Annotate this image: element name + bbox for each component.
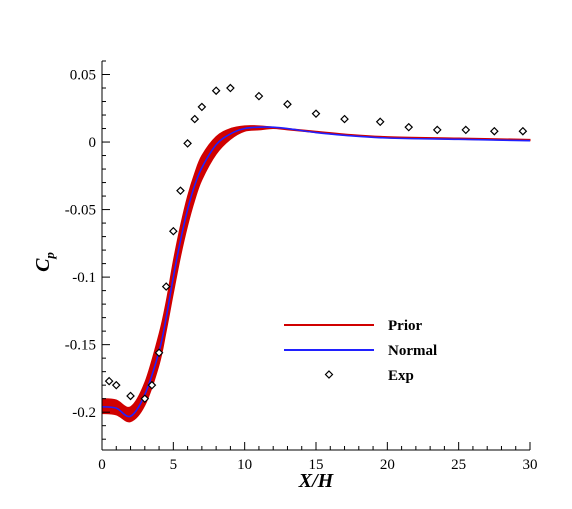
legend-normal-label: Normal (388, 343, 437, 359)
exp-point (147, 380, 157, 390)
legend-prior-label: Prior (388, 318, 422, 334)
exp-point (183, 139, 192, 148)
exp-point (168, 226, 178, 236)
exp-point (461, 125, 471, 135)
exp-point (404, 122, 414, 132)
x-tick-label: 15 (309, 457, 324, 473)
exp-point (340, 114, 349, 124)
exp-point (154, 348, 164, 358)
y-axis-title-main: C (32, 258, 54, 272)
exp-point (432, 125, 442, 135)
y-tick-label: -0.05 (65, 203, 96, 219)
legend-exp-label: Exp (388, 368, 414, 384)
exp-point (197, 102, 207, 112)
y-axis-title-sub: p (42, 252, 57, 260)
x-axis-title: X/H (298, 470, 335, 492)
y-tick-label: 0 (89, 135, 97, 151)
exp-point (211, 86, 221, 96)
legend-exp-marker (324, 370, 334, 379)
x-tick-label: 30 (523, 457, 538, 473)
legend: Prior Normal Exp (284, 318, 437, 384)
exp-point (176, 186, 185, 196)
exp-point (311, 109, 321, 119)
y-tick-label: -0.1 (72, 270, 96, 286)
exp-point (111, 380, 121, 390)
normal-line-layer (101, 126, 531, 418)
prior-band (101, 125, 531, 423)
exp-marker-layer (104, 83, 528, 404)
exp-point (283, 99, 292, 109)
exp-point (190, 114, 200, 124)
axes (101, 60, 531, 451)
x-tick-label: 5 (170, 457, 178, 473)
exp-point (518, 126, 528, 136)
exp-point (254, 91, 264, 101)
x-tick-label: 25 (451, 457, 466, 473)
exp-point (489, 126, 499, 136)
tick-labels: 0 5 10 15 20 25 30 0.05 0 -0.05 -0.1 -0.15 -0.2 (65, 68, 538, 473)
x-tick-label: 20 (380, 457, 395, 473)
exp-point (140, 394, 150, 404)
x-tick-label: 10 (237, 457, 252, 473)
prior-band-layer (101, 125, 531, 423)
exp-point (375, 117, 385, 127)
x-tick-label: 0 (98, 457, 106, 473)
exp-point (126, 391, 135, 401)
y-tick-label: -0.15 (65, 338, 96, 354)
exp-point (104, 376, 114, 386)
exp-point (226, 83, 235, 93)
normal-line (101, 126, 531, 418)
svg-text:Cp: Cp (32, 252, 57, 272)
exp-point (161, 282, 171, 291)
y-tick-label: 0.05 (70, 68, 96, 84)
y-axis-title: Cp (32, 252, 57, 272)
y-tick-label: -0.2 (72, 405, 96, 421)
